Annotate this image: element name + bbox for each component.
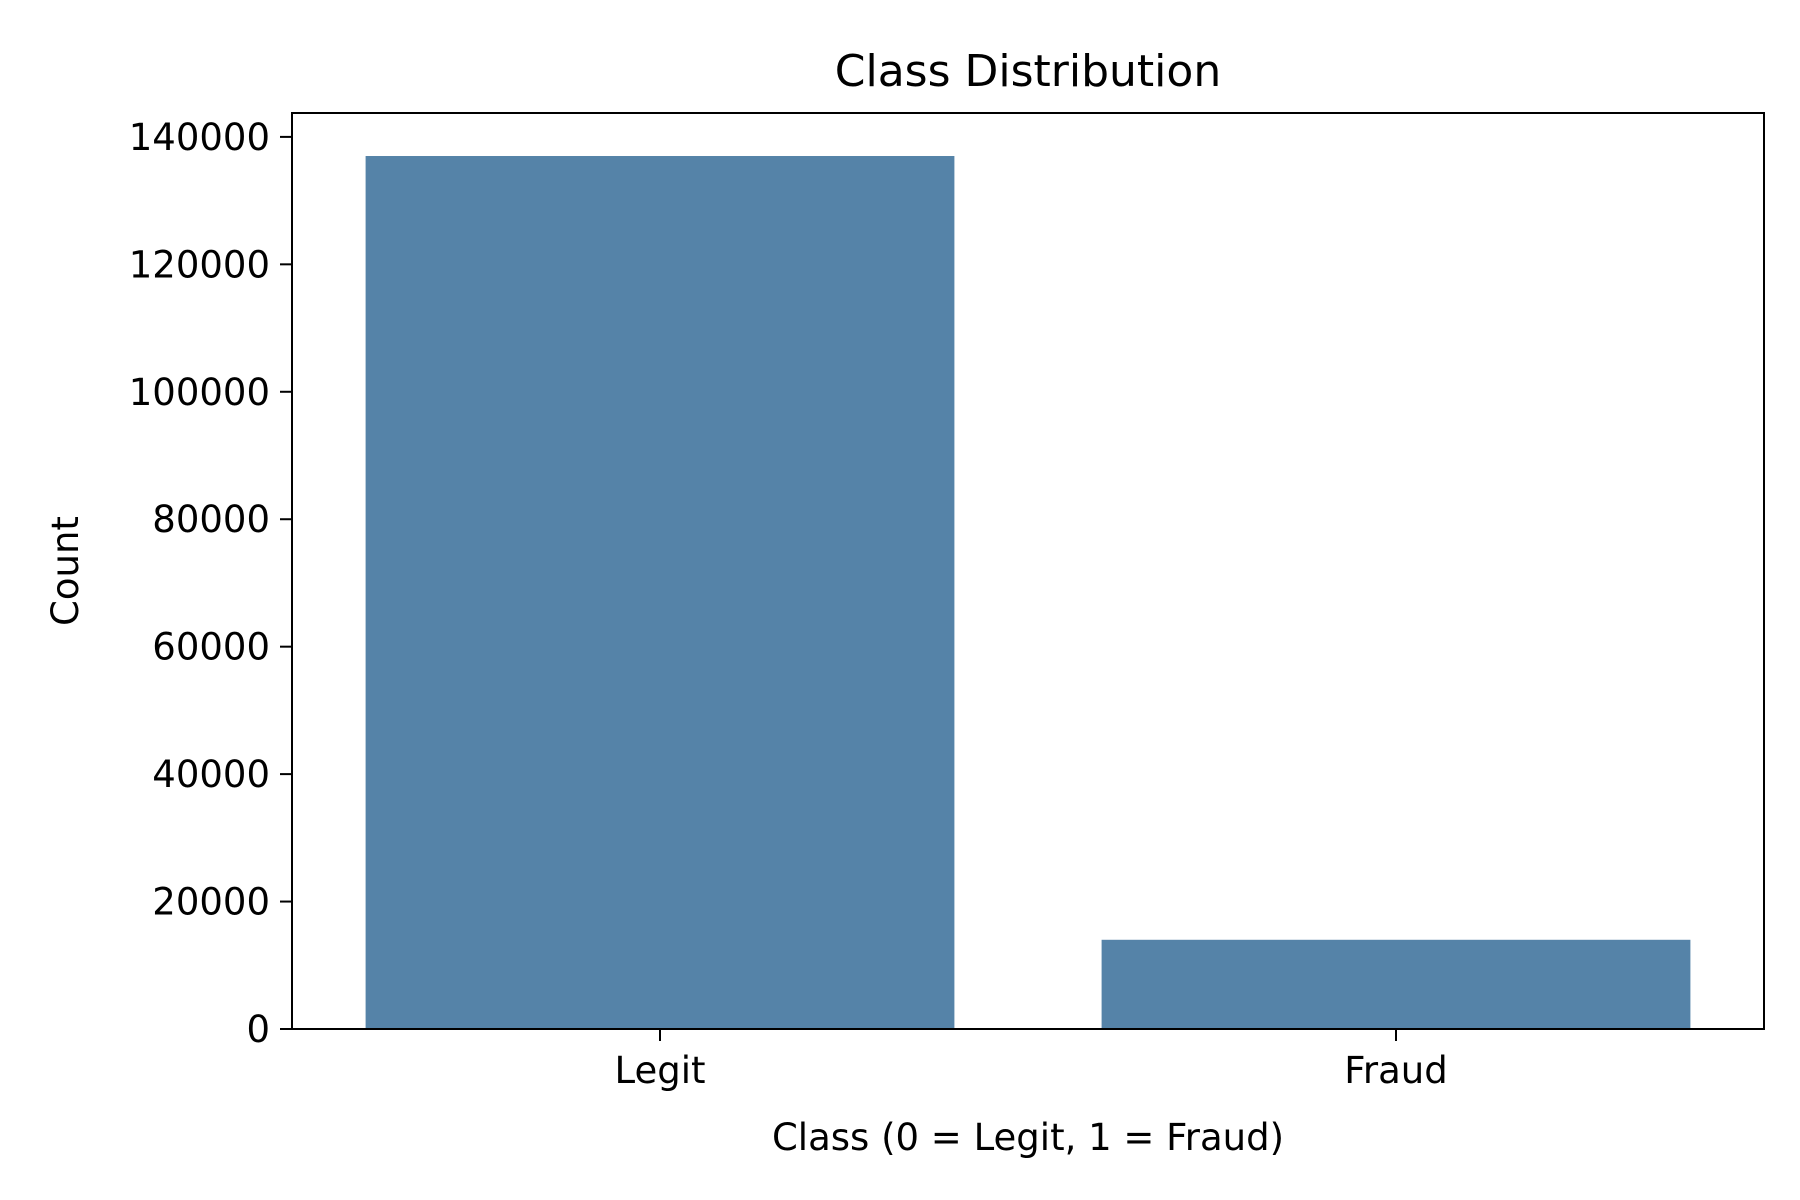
bars-group xyxy=(365,156,1691,1029)
y-tick-label: 140000 xyxy=(129,116,270,159)
y-tick-label: 0 xyxy=(246,1008,270,1051)
y-tick-label: 20000 xyxy=(152,881,270,924)
bar-fraud xyxy=(1101,939,1691,1029)
chart-title: Class Distribution xyxy=(835,46,1221,97)
x-axis: Legit Fraud xyxy=(614,1029,1448,1092)
y-axis-label: Count xyxy=(44,516,87,626)
y-tick-label: 100000 xyxy=(129,371,270,414)
y-tick-label: 40000 xyxy=(152,753,270,796)
y-axis: 0 20000 40000 60000 80000 100000 120000 140000 xyxy=(129,116,292,1051)
x-tick-label: Fraud xyxy=(1344,1049,1447,1092)
y-tick-label: 80000 xyxy=(152,498,270,541)
x-tick-label: Legit xyxy=(614,1049,705,1092)
plot-frame xyxy=(291,112,1765,1030)
y-tick-label: 60000 xyxy=(152,626,270,669)
bar-legit xyxy=(365,156,955,1029)
x-axis-label: Class (0 = Legit, 1 = Fraud) xyxy=(772,1116,1284,1159)
y-tick-label: 120000 xyxy=(129,243,270,286)
